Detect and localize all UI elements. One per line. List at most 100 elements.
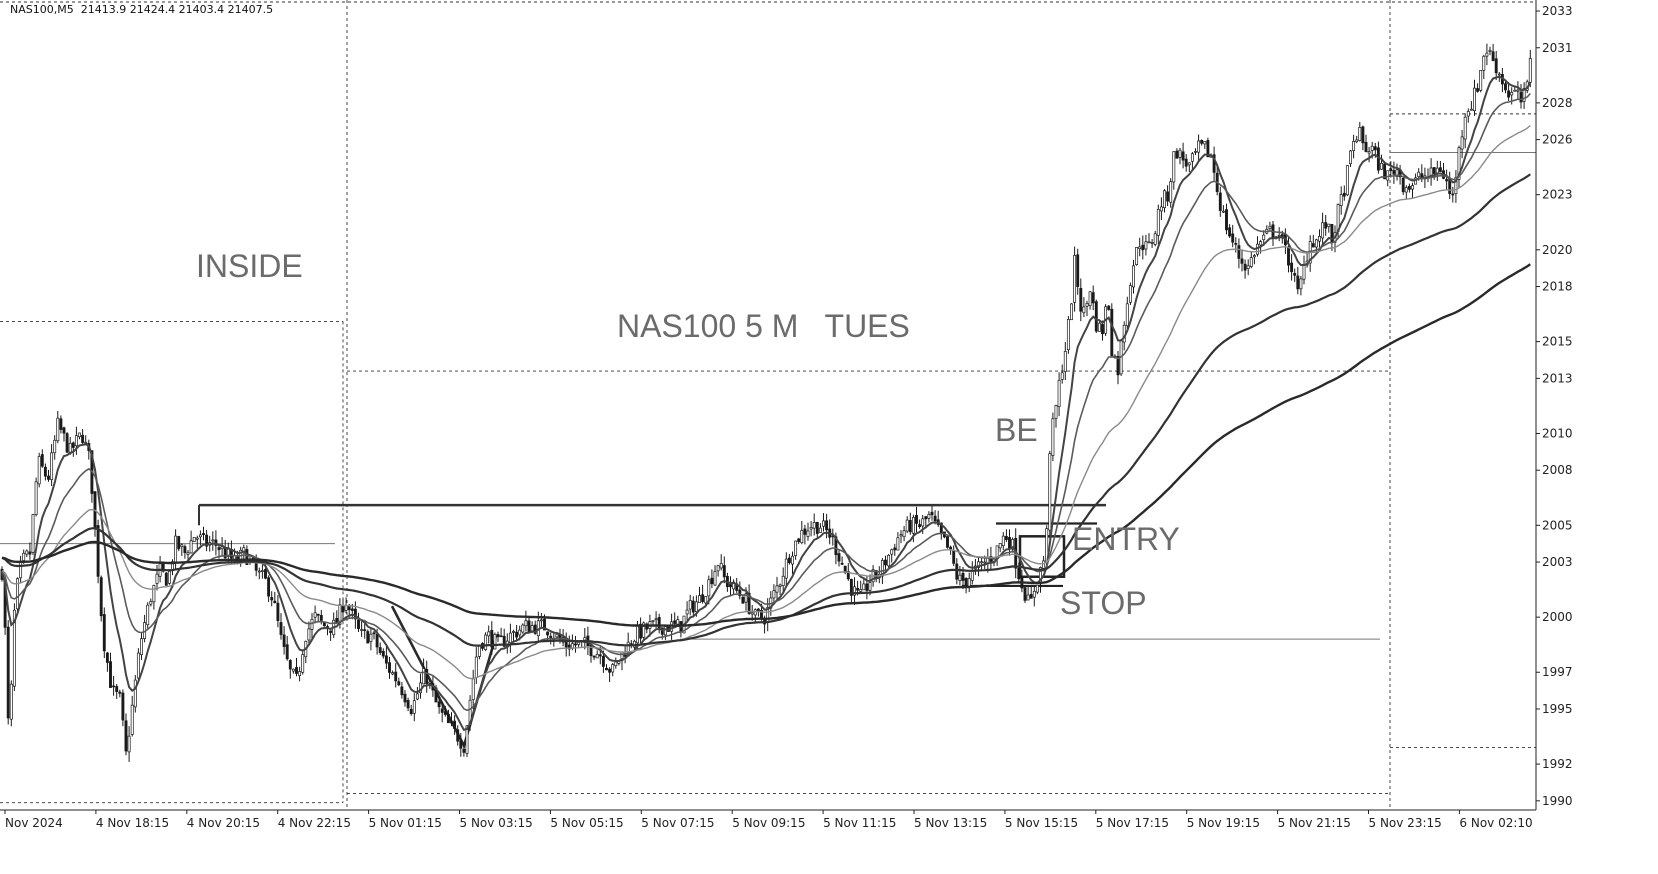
- candle: [970, 561, 974, 585]
- candle-body: [56, 417, 60, 442]
- candle: [1023, 585, 1027, 604]
- candle: [1380, 154, 1383, 170]
- candle: [304, 640, 308, 664]
- candle: [186, 550, 190, 562]
- candle-body: [425, 669, 429, 684]
- candle-body: [654, 618, 658, 621]
- annotation-be: BE: [995, 412, 1038, 448]
- candle-body: [1448, 179, 1452, 194]
- candle: [1249, 251, 1253, 269]
- candle: [1066, 316, 1070, 354]
- candle: [825, 513, 829, 539]
- candle: [1395, 163, 1399, 181]
- candle: [685, 601, 689, 623]
- candle: [1429, 158, 1433, 186]
- candle-body: [484, 634, 488, 650]
- candle-body: [1110, 308, 1114, 357]
- candle: [710, 569, 714, 589]
- candle-body: [1318, 236, 1321, 242]
- candle-body: [747, 592, 751, 614]
- candle-body: [921, 518, 925, 527]
- candle: [288, 659, 292, 679]
- candle-body: [1438, 167, 1442, 172]
- candle-body: [955, 563, 959, 580]
- candle-body: [1060, 372, 1064, 380]
- candle-body: [465, 725, 469, 754]
- candle: [71, 441, 75, 457]
- candle-body: [174, 535, 178, 563]
- candle: [741, 594, 745, 604]
- candle: [877, 566, 881, 584]
- candle: [1349, 150, 1352, 168]
- candle: [1228, 224, 1232, 238]
- candle: [1479, 69, 1483, 93]
- candle-body: [1466, 111, 1470, 117]
- candle-body: [96, 525, 100, 577]
- candle: [143, 614, 147, 643]
- candle: [1178, 147, 1182, 165]
- candle-body: [394, 671, 398, 682]
- candle: [840, 556, 844, 565]
- candle: [369, 627, 373, 651]
- candle-body: [1237, 245, 1241, 259]
- candle-body: [422, 668, 426, 685]
- candle: [146, 602, 150, 631]
- candle: [828, 519, 832, 545]
- candle-body: [264, 569, 267, 579]
- candle: [1265, 225, 1269, 235]
- candle-body: [310, 618, 314, 630]
- candle-body: [133, 679, 137, 708]
- candle: [1308, 235, 1312, 272]
- candle-body: [43, 466, 47, 477]
- candle: [515, 625, 519, 642]
- candle: [397, 677, 401, 687]
- candle-body: [713, 571, 717, 586]
- candle-body: [614, 661, 618, 666]
- candle-body: [1203, 141, 1207, 145]
- candle: [1125, 296, 1129, 332]
- candle: [192, 537, 196, 542]
- candle-body: [183, 546, 187, 553]
- candle: [1212, 146, 1216, 181]
- candle-body: [1097, 322, 1101, 332]
- candle-body: [1469, 108, 1473, 111]
- candle-body: [78, 432, 81, 438]
- candle: [105, 651, 109, 672]
- candle: [285, 636, 289, 661]
- candle-body: [270, 597, 274, 601]
- candle: [279, 613, 283, 640]
- candle: [849, 578, 853, 605]
- candle-body: [701, 594, 705, 602]
- candle-body: [446, 713, 450, 724]
- candle-body: [1066, 319, 1070, 351]
- candle-body: [412, 700, 416, 714]
- candle: [198, 530, 202, 546]
- candle: [1057, 372, 1061, 417]
- candle-body: [1054, 405, 1058, 419]
- candle-body: [84, 441, 88, 444]
- candle: [195, 535, 199, 549]
- candle: [133, 675, 137, 713]
- candle: [716, 564, 720, 577]
- candle-body: [1079, 287, 1083, 312]
- candle: [459, 732, 463, 757]
- candle: [202, 526, 205, 541]
- candle: [605, 664, 608, 671]
- candle-body: [118, 691, 122, 694]
- x-tick-label: 5 Nov 03:15: [460, 816, 533, 830]
- candle: [6, 620, 10, 725]
- candle-body: [1389, 168, 1393, 172]
- candle: [1029, 586, 1033, 599]
- candle-body: [295, 667, 298, 674]
- candle: [59, 415, 63, 434]
- candle: [853, 577, 856, 606]
- candle: [1466, 108, 1470, 123]
- candle-body: [846, 571, 850, 580]
- candle-body: [1460, 136, 1464, 150]
- candle: [688, 594, 692, 616]
- candle-body: [217, 547, 221, 551]
- candle-body: [1231, 233, 1235, 243]
- candle: [56, 410, 60, 444]
